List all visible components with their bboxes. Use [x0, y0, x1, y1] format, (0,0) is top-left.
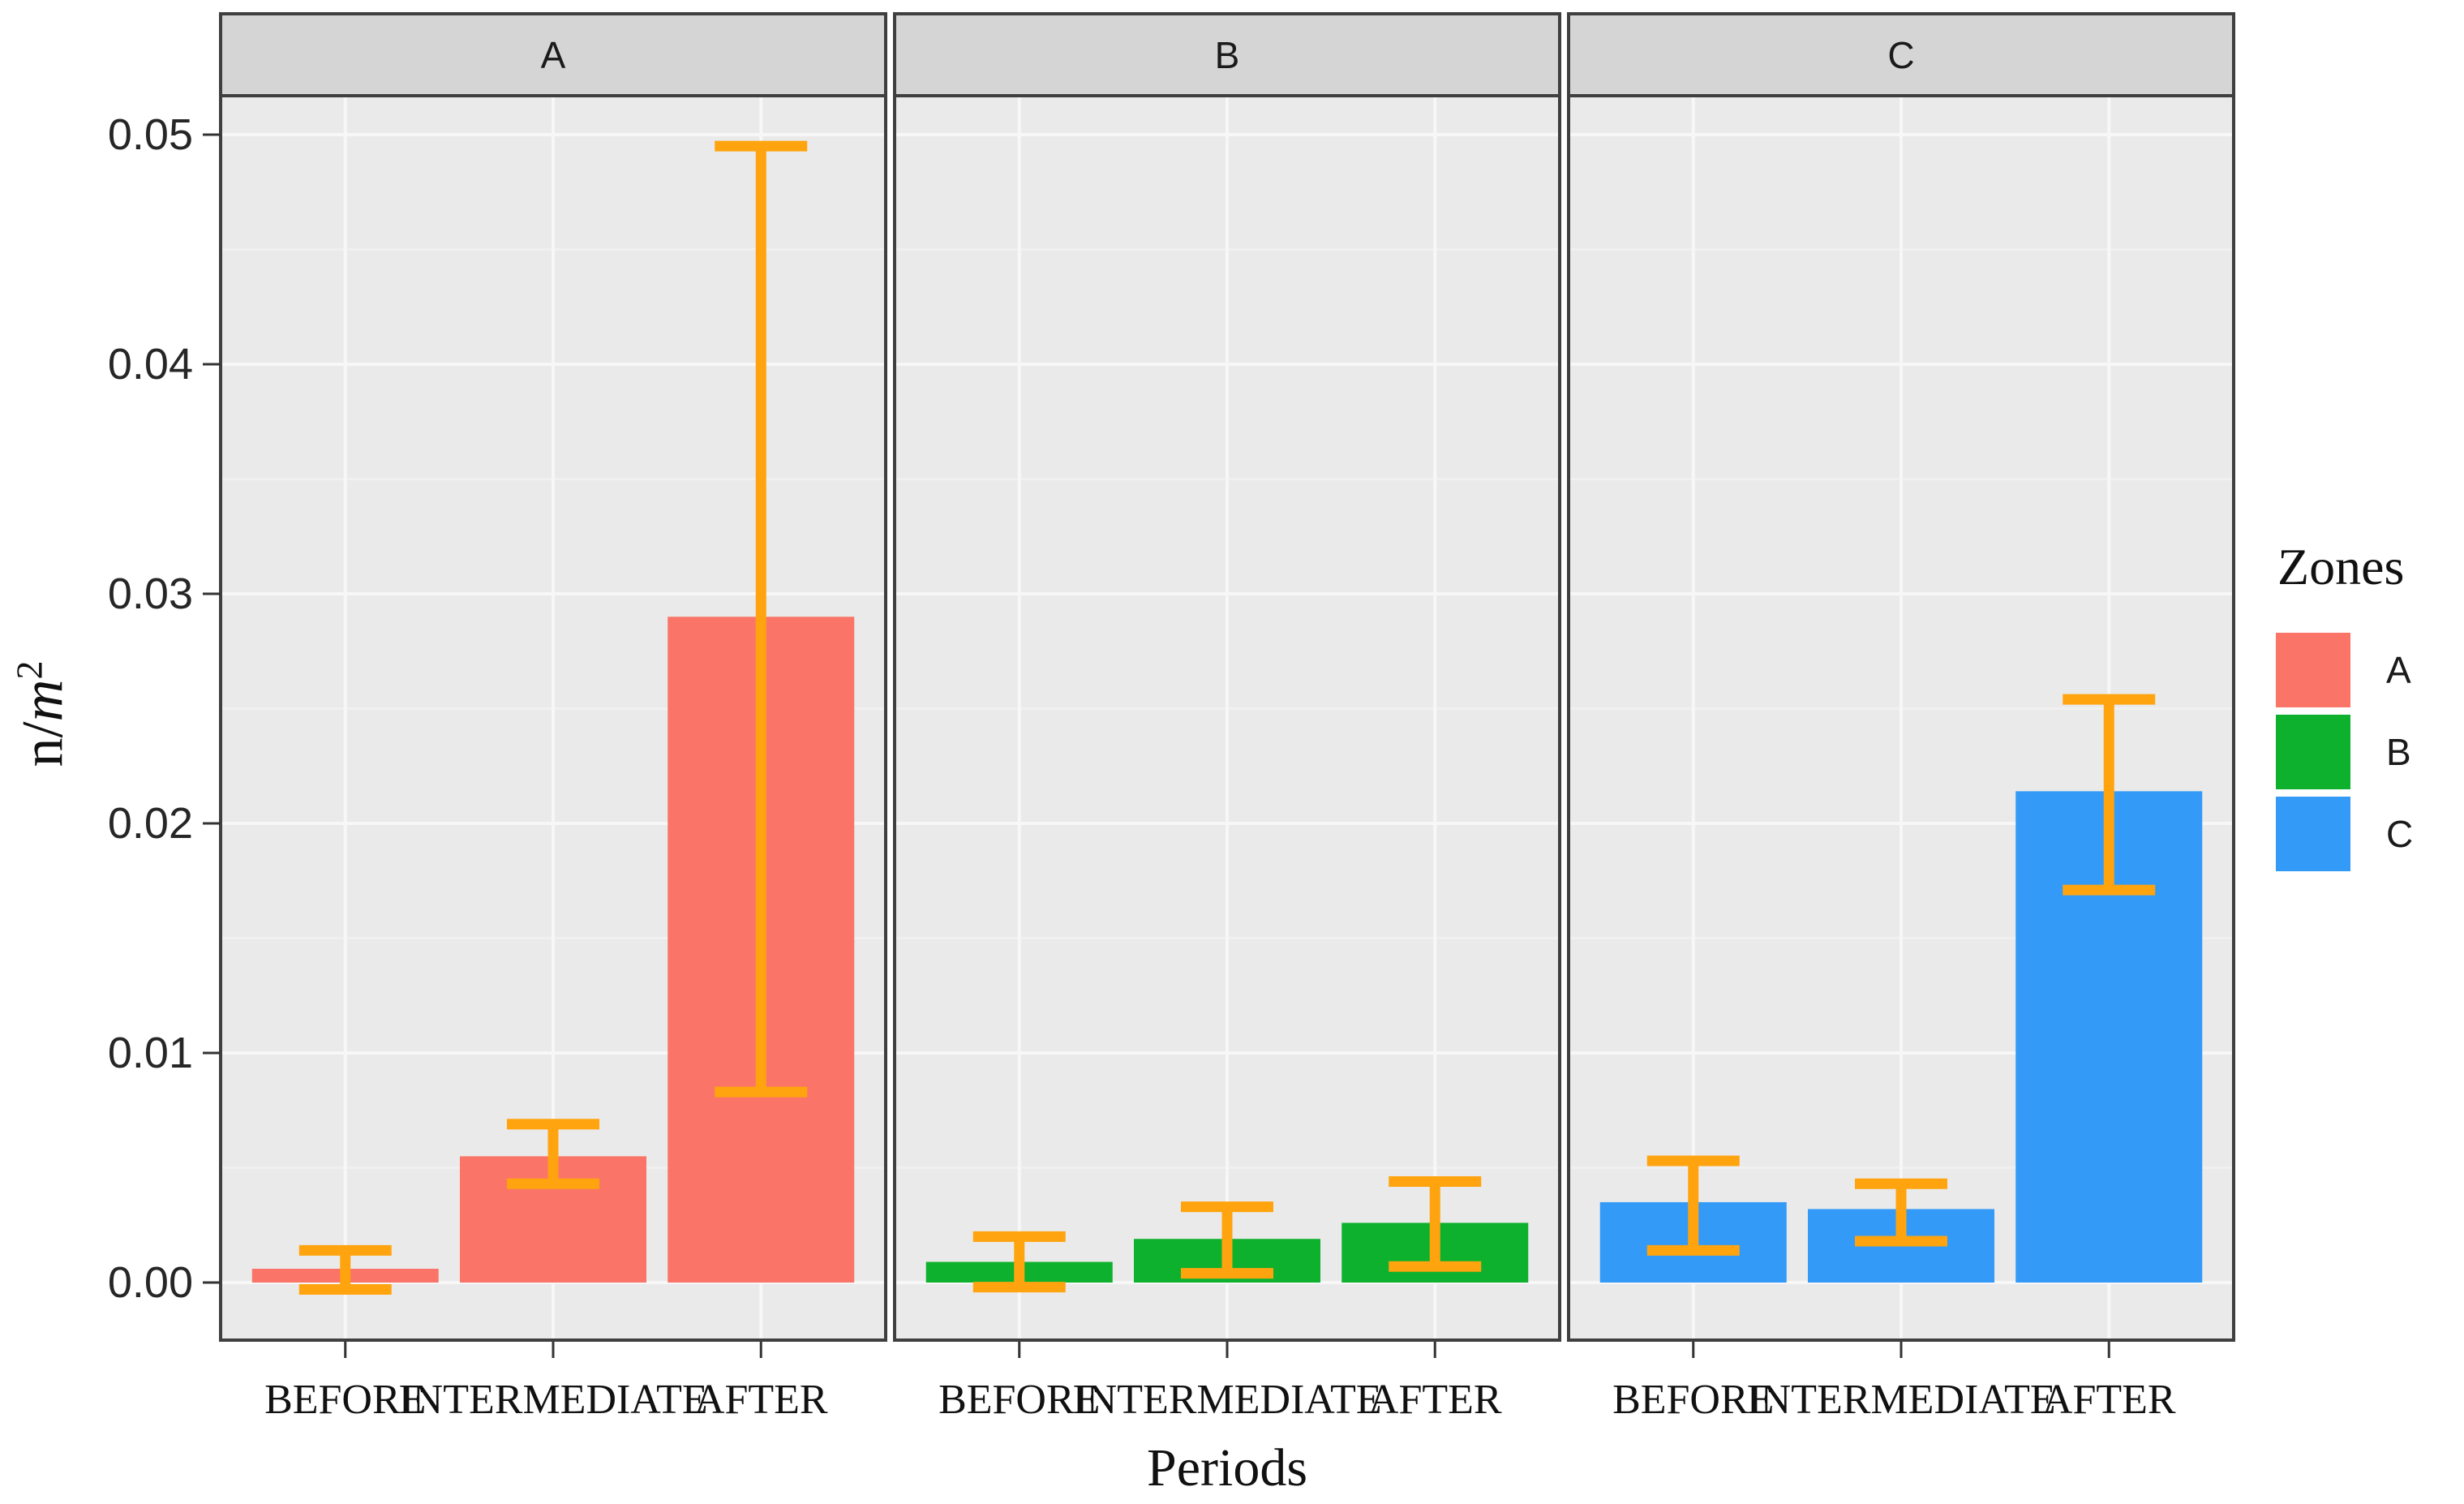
y-tick-label-0.01: 0.01: [108, 1029, 193, 1077]
y-tick-label-0.03: 0.03: [108, 569, 193, 618]
legend-swatch-B: [2276, 715, 2350, 789]
y-axis-title-numerator: n/: [10, 721, 75, 767]
y-tick-label-0.05: 0.05: [108, 110, 193, 159]
y-tick-label-0.04: 0.04: [108, 340, 193, 389]
x-tick-label-A-BEFORE: BEFORE: [264, 1377, 426, 1423]
x-tick-label-B-BEFORE: BEFORE: [938, 1377, 1100, 1423]
x-axis-title: Periods: [1147, 1438, 1307, 1498]
y-tick-label-0.02: 0.02: [108, 799, 193, 848]
facet-strip-A: [219, 12, 887, 97]
y-axis-title-exponent: 2: [8, 660, 50, 680]
x-tick-label-A-AFTER: AFTER: [694, 1377, 828, 1423]
x-tick-label-A-INTERMEDIATE: INTERMEDIATE: [398, 1377, 707, 1423]
facet-strip-B: [893, 12, 1561, 97]
y-axis-title-variable: m: [10, 679, 75, 722]
facet-strip-label-B: B: [1215, 34, 1240, 76]
legend-item-C: C: [2276, 797, 2462, 871]
x-tick-label-B-AFTER: AFTER: [1368, 1377, 1502, 1423]
legend-item-A: A: [2276, 633, 2462, 707]
x-tick-label-C-INTERMEDIATE: INTERMEDIATE: [1746, 1377, 2055, 1423]
x-tick-label-C-BEFORE: BEFORE: [1612, 1377, 1774, 1423]
facet-strip-label-C: C: [1887, 34, 1914, 76]
facet-strip-label-A: A: [541, 34, 566, 76]
facet-strip-C: [1567, 12, 2235, 97]
x-tick-label-B-INTERMEDIATE: INTERMEDIATE: [1072, 1377, 1381, 1423]
legend-title: Zones: [2277, 538, 2405, 595]
x-tick-label-C-AFTER: AFTER: [2042, 1377, 2176, 1423]
legend-label-B: B: [2386, 731, 2411, 773]
y-axis-title: n/m2: [8, 660, 77, 767]
legend-swatch-A: [2276, 633, 2350, 707]
legend-label-A: A: [2386, 649, 2411, 691]
legend-swatch-C: [2276, 797, 2350, 871]
legend-item-B: B: [2276, 715, 2462, 789]
legend-label-C: C: [2386, 813, 2414, 855]
y-tick-label-0.00: 0.00: [108, 1258, 193, 1307]
